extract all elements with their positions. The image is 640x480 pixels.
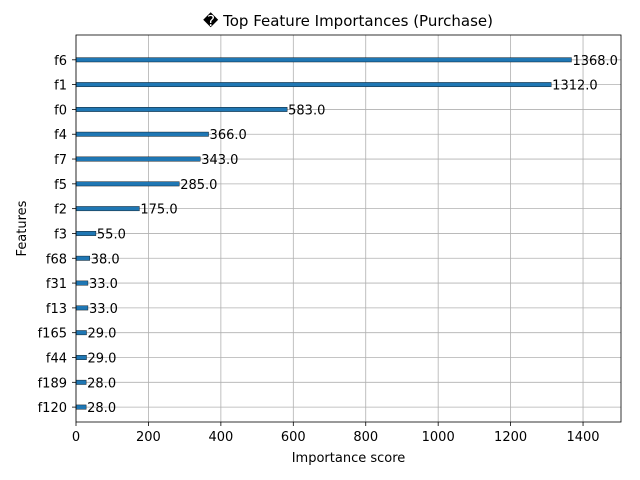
y-tick-label: f4 [54, 128, 67, 143]
y-tick-label: f13 [46, 302, 67, 317]
bar [75, 355, 87, 360]
value-label: 38.0 [91, 252, 120, 267]
value-label: 285.0 [180, 178, 217, 193]
bar [75, 255, 90, 261]
bar [75, 280, 89, 286]
value-label: 33.0 [89, 302, 118, 317]
y-tick-label: f165 [38, 327, 67, 342]
value-label: 28.0 [87, 401, 116, 416]
x-ticks-group: 0 200 400 600 800 1000 1200 1400 [72, 422, 600, 445]
value-label: 29.0 [88, 352, 117, 367]
bar [75, 181, 180, 187]
y-tick-label: f1 [54, 79, 67, 94]
chart-title: � Top Feature Importances (Purchase) [203, 12, 493, 30]
x-tick-label: 1400 [566, 430, 599, 445]
value-label: 55.0 [97, 227, 126, 242]
bar [75, 379, 87, 385]
y-axis-title: Features [15, 200, 30, 256]
y-tick-label: f5 [54, 178, 67, 193]
bar [75, 404, 87, 410]
x-tick-label: 200 [136, 430, 161, 445]
y-tick-label: f2 [54, 203, 67, 218]
value-label: 175.0 [140, 203, 177, 218]
y-tick-label: f7 [54, 153, 67, 168]
y-tick-label: f68 [46, 252, 67, 267]
bar [75, 156, 201, 162]
x-tick-label: 0 [72, 430, 80, 445]
bar [75, 131, 209, 137]
bar [75, 231, 97, 236]
value-label: 583.0 [288, 103, 325, 118]
x-tick-label: 800 [353, 430, 378, 445]
bar [75, 82, 552, 88]
y-tick-label: f189 [38, 376, 67, 391]
y-tick-label: f120 [38, 401, 67, 416]
bar [75, 107, 288, 112]
bar [75, 206, 140, 212]
value-label: 33.0 [89, 277, 118, 292]
x-tick-label: 400 [208, 430, 233, 445]
value-label: 29.0 [88, 327, 117, 342]
value-label: 1312.0 [552, 79, 598, 94]
value-label: 28.0 [87, 376, 116, 391]
bar [75, 57, 572, 63]
y-tick-label: f3 [54, 227, 67, 242]
y-tick-label: f6 [54, 54, 67, 69]
x-axis-title: Importance score [292, 451, 406, 466]
grid-lines [75, 35, 621, 422]
y-ticks-group: f6 f1 f0 f4 f7 f5 f2 f3 f68 f31 f13 f165 f44 f189 f120 [38, 54, 76, 416]
x-tick-label: 1000 [422, 430, 455, 445]
y-tick-label: f31 [46, 277, 67, 292]
plot-frame [75, 34, 622, 423]
y-tick-label: f44 [46, 352, 67, 367]
value-label: 343.0 [201, 153, 238, 168]
y-tick-label: f0 [54, 103, 67, 118]
bar [75, 305, 89, 311]
x-tick-label: 1200 [494, 430, 527, 445]
value-label: 1368.0 [572, 54, 618, 69]
bar [75, 330, 87, 336]
value-label: 366.0 [210, 128, 247, 143]
x-tick-label: 600 [281, 430, 306, 445]
bars-group [75, 57, 572, 410]
